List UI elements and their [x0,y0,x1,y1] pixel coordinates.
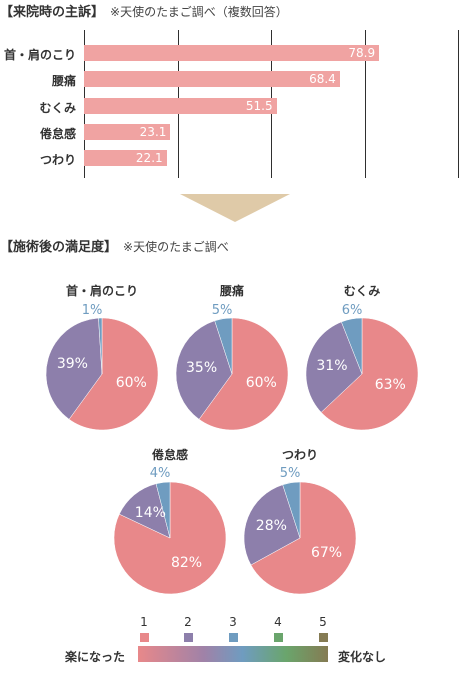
bar-value-label: 78.9 [348,46,376,60]
pie-slice [320,317,419,431]
bar [84,45,380,61]
bar [84,123,171,140]
pie-small-slice-label: 6% [341,303,363,318]
bar-grid-line [364,30,366,178]
legend-color-swatch [274,633,283,642]
legend-color-swatch [319,633,328,642]
legend-color-swatch [140,633,149,642]
pie-slice [68,317,159,431]
complaint-section-title: 【来院時の主訴】 ※天使のたまご調べ（複数回答） [0,1,288,20]
pie-slice [282,481,301,539]
pie-chart [113,481,227,595]
legend-left-label: 楽になった [65,650,126,664]
pie-title: むくみ [343,284,381,298]
bar [84,97,277,114]
pie-slice [250,481,357,595]
pie-chart [175,317,289,431]
down-arrow-icon [180,194,290,222]
pie-slice [243,484,301,566]
bar-category-label: つわり [39,153,76,168]
bar-category-label: 首・肩のこり [4,48,77,62]
pie-chart [243,481,357,595]
pie-slice [175,320,233,420]
pie-small-slice-label: 5% [279,466,301,481]
satisfaction-legend: 1 2 3 4 5 [0,610,470,670]
pie-slice [45,317,103,420]
legend-level-number: 1 [140,615,148,629]
bar-category-label: 倦怠感 [39,126,76,141]
bar-grid-line [458,30,459,178]
complaint-bar-chart: 首・肩のこり 78.9 腰痛 68.4 むくみ 51.5 倦怠感 23.1 つわり 22.1 [0,30,470,180]
pie-slice [113,481,227,595]
pie-chart [305,317,419,431]
pie-slice [98,317,103,375]
bar-value-label: 68.4 [309,72,336,87]
pie-small-slice-label: 1% [81,303,103,318]
pie-title: 腰痛 [219,284,244,298]
pie-chart [45,317,159,431]
pie-slice-label: 35% [186,360,218,377]
satisfaction-title: 【施術後の満足度】 [0,240,118,255]
pie-slice [214,317,233,375]
pie-slice-label: 39% [56,356,88,373]
pie-slice [341,317,363,375]
legend-gradient-bar [138,646,328,662]
legend-level-number: 3 [229,615,237,629]
complaint-note: ※天使のたまご調べ（複数回答） [110,5,288,19]
pie-slice-label: 14% [134,505,166,522]
pie-title: 首・肩のこり [65,284,138,298]
pie-slice-label: 28% [255,517,287,534]
pie-slice [198,317,289,431]
pie-small-slice-label: 4% [149,466,171,481]
bar [84,71,340,88]
legend-color-swatch [184,633,193,642]
pie-slice-label: 60% [245,374,277,391]
legend-level-number: 5 [319,615,327,629]
bar-value-label: 23.1 [139,124,167,139]
legend-level-number: 2 [184,615,192,629]
satisfaction-note: ※天使のたまご調べ [123,240,229,254]
satisfaction-section-title: 【施術後の満足度】 ※天使のたまご調べ [0,236,229,255]
pie-slice [305,321,363,413]
bar [84,150,167,167]
bar-value-label: 51.5 [245,98,273,113]
pie-slice-label: 82% [170,555,203,571]
bar-category-label: 腰痛 [51,74,76,89]
legend-right-label: 変化なし [338,650,387,664]
pie-slice-label: 67% [310,544,343,561]
bar-value-label: 22.1 [135,151,163,166]
pie-slice [155,481,171,539]
bar-category-label: むくみ [39,100,76,115]
pie-small-slice-label: 5% [211,303,233,318]
pie-title: つわり [281,448,318,462]
pie-slice-label: 63% [374,377,406,394]
legend-level-number: 4 [274,615,282,629]
pie-title: 倦怠感 [151,448,188,462]
pie-slice-label: 31% [316,358,348,375]
pie-slice-label: 60% [115,374,147,391]
legend-color-swatch [229,633,238,642]
complaint-title: 【来院時の主訴】 [0,5,105,20]
